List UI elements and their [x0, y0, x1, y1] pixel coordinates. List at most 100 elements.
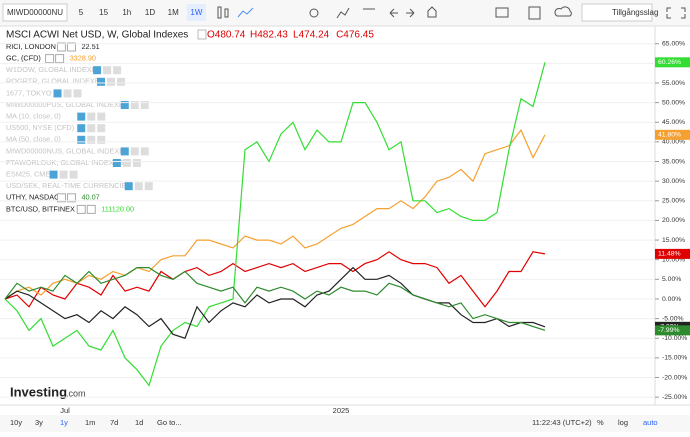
legend-entry: W1DOW, GLOBAL INDEXES [6, 65, 102, 74]
legend-toggle[interactable] [93, 66, 102, 75]
legend-toggle[interactable] [97, 77, 106, 86]
legend-toggle[interactable] [87, 112, 96, 121]
legend-entry: MIWD00000NUS, GLOBAL INDEXES [6, 146, 129, 155]
y-tick-label: -5.00% [662, 315, 684, 322]
price-badge [655, 248, 690, 259]
interval-button[interactable] [163, 4, 183, 21]
legend-toggle[interactable] [113, 66, 122, 75]
ohlc-value: H482.43 [250, 30, 288, 41]
legend-toggle[interactable] [132, 159, 141, 167]
interval-button[interactable] [117, 4, 137, 21]
legend-price: 111120.00 [101, 204, 134, 213]
y-tick-label: 0.00% [662, 296, 681, 303]
legend-toggle[interactable] [117, 77, 126, 86]
legend-toggle[interactable] [77, 135, 86, 144]
symbol: MIWD00000NU [7, 8, 63, 17]
legend-toggle[interactable] [86, 204, 96, 214]
cloud-icon[interactable] [554, 6, 572, 17]
price-badge-label: 41.80% [658, 132, 681, 139]
axis-option[interactable]: % [597, 418, 604, 427]
fullscreen-icon[interactable] [666, 7, 686, 19]
interval: 1h [122, 8, 131, 17]
legend-toggle[interactable] [130, 147, 139, 156]
interval: 1W [190, 8, 202, 17]
legend-toggle[interactable] [63, 89, 72, 98]
undo-icon[interactable] [389, 8, 398, 18]
legend-toggle[interactable] [103, 66, 112, 75]
legend-toggle[interactable] [73, 89, 82, 98]
legend-toggle[interactable] [76, 204, 86, 214]
legend-toggle[interactable] [122, 159, 131, 167]
legend-toggle[interactable] [97, 124, 106, 133]
interval-button[interactable] [72, 4, 90, 21]
series-line [4, 251, 546, 308]
range-button[interactable]: 1y [60, 418, 68, 427]
settings-icon[interactable] [309, 8, 319, 18]
goto-button[interactable]: Go to... [157, 418, 182, 427]
interval-button[interactable] [140, 4, 160, 21]
line-icon[interactable] [237, 7, 254, 18]
y-tick-label: 10.00% [662, 256, 685, 263]
legend-toggle[interactable] [97, 135, 106, 144]
camera-icon[interactable] [495, 7, 509, 18]
legend-toggle[interactable] [130, 101, 139, 109]
legend-entry: ESM25, CME [6, 170, 50, 179]
legend-toggle[interactable] [53, 89, 62, 98]
range-button[interactable]: 7d [110, 418, 118, 427]
range-button[interactable]: 3y [35, 418, 43, 427]
legend-toggle[interactable] [45, 54, 55, 64]
toolbar-icons [217, 3, 686, 22]
y-tick-label: 65.00% [662, 41, 685, 48]
symbol-input[interactable] [2, 3, 68, 22]
range-button[interactable]: 1m [85, 418, 95, 427]
legend-entry: US500, NYSE (CFD) [6, 123, 74, 132]
axis-option[interactable]: auto [643, 418, 658, 427]
ohlc-value: L474.24 [293, 30, 330, 41]
legend-toggle[interactable] [97, 112, 106, 121]
y-tick-label: 35.00% [662, 158, 685, 165]
interval-button[interactable] [186, 4, 206, 21]
candle-icon[interactable] [217, 6, 222, 19]
home-icon[interactable] [427, 6, 437, 18]
chart-title: MSCI ACWI Net USD, W, Global Indexes [6, 30, 188, 41]
candle-icon[interactable] [224, 8, 229, 18]
y-tick-label: 20.00% [662, 217, 685, 224]
settings-box [197, 29, 207, 40]
legend-toggle[interactable] [55, 54, 65, 64]
redo-icon[interactable] [406, 8, 415, 18]
legend-toggle[interactable] [134, 182, 143, 191]
legend-price: 40.07 [81, 193, 99, 202]
interval-button[interactable] [94, 4, 114, 21]
save-icon[interactable] [528, 6, 541, 20]
legend-toggle[interactable] [87, 135, 96, 144]
y-tick-label: 30.00% [662, 178, 685, 185]
legend-toggle[interactable] [77, 112, 86, 121]
price-badge [655, 129, 690, 140]
legend-toggle[interactable] [77, 124, 86, 133]
axis-option[interactable]: log [618, 418, 628, 427]
legend-toggle[interactable] [140, 101, 149, 109]
legend-toggle[interactable] [66, 193, 76, 203]
y-tick-label: 15.00% [662, 237, 685, 244]
legend-toggle[interactable] [120, 147, 129, 156]
legend-toggle[interactable] [87, 124, 96, 133]
legend-toggle[interactable] [107, 77, 116, 86]
legend-toggle[interactable] [124, 182, 133, 191]
legend-toggle[interactable] [49, 170, 58, 179]
legend-toggle[interactable] [56, 193, 66, 203]
range-button[interactable]: 10y [10, 418, 22, 427]
asset-button[interactable] [581, 3, 653, 22]
legend-toggle[interactable] [140, 147, 149, 156]
legend-entry: RICI, LONDON [6, 42, 56, 51]
legend-toggle[interactable] [66, 42, 76, 52]
indicator-icon[interactable] [336, 7, 350, 19]
legend-toggle[interactable] [59, 170, 68, 179]
legend-toggle[interactable] [112, 159, 121, 167]
legend-toggle[interactable] [120, 101, 129, 109]
legend-toggle[interactable] [56, 42, 66, 52]
y-tick-label: -25.00% [662, 394, 687, 401]
range-button[interactable]: 1d [135, 418, 143, 427]
legend-toggle[interactable] [144, 182, 153, 191]
legend-toggle[interactable] [69, 170, 78, 179]
